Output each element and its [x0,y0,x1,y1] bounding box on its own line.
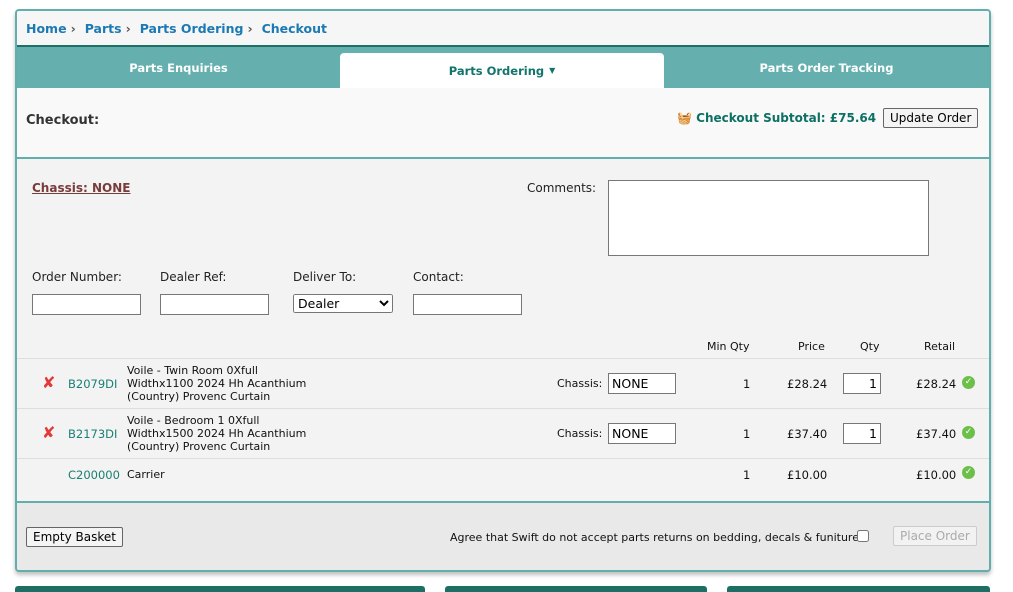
dealer-ref-input[interactable] [160,294,269,315]
retail: £37.40 [916,427,957,441]
deliver-to-label: Deliver To: [293,270,357,284]
caret-down-icon: ▼ [549,66,556,75]
min-qty: 1 [743,427,751,441]
comments-label: Comments: [527,181,597,195]
bottom-panel-edge [727,586,990,592]
bottom-panel-edge [445,586,707,592]
order-number-input[interactable] [32,294,141,315]
checkout-footer: Empty Basket Agree that Swift do not acc… [17,501,989,570]
header-retail: Retail [924,340,956,353]
breadcrumb-parts[interactable]: Parts [84,20,122,36]
chassis-label: Chassis: [557,377,603,390]
header-min-qty: Min Qty [707,340,750,353]
part-description: Carrier [127,468,165,481]
contact-input[interactable] [413,294,522,315]
chassis-label: Chassis: [557,427,603,440]
empty-basket-button[interactable]: Empty Basket [26,527,123,547]
deliver-to-select[interactable]: Dealer [293,294,393,313]
chassis-link[interactable]: Chassis: NONE [32,181,131,195]
table-row: C200000 Carrier 1 £10.00 £10.00 ✓ [17,458,989,501]
breadcrumb-parts-ordering[interactable]: Parts Ordering [139,20,244,36]
tab-parts-enquiries[interactable]: Parts Enquiries [17,47,340,88]
remove-icon[interactable]: ✘ [42,423,56,442]
price: £28.24 [787,377,828,391]
chevron-right-icon: › [70,20,76,36]
header-price: Price [798,340,825,353]
desc-line: Voile - Twin Room 0Xfull [127,364,258,377]
breadcrumb: Home › Parts › Parts Ordering › Checkout [17,11,989,47]
agree-text: Agree that Swift do not accept parts ret… [450,531,863,544]
agree-checkbox[interactable] [857,530,869,542]
retail: £10.00 [916,468,957,482]
basket-icon: 🧺 [677,111,692,125]
check-icon: ✓ [962,376,975,389]
check-icon: ✓ [962,426,975,439]
place-order-button[interactable]: Place Order [893,526,977,546]
part-code[interactable]: B2079DI [68,377,118,391]
bottom-panel-edge [15,586,425,592]
desc-line: Widthx1100 2024 Hh Acanthium [127,377,307,390]
part-description: Voile - Twin Room 0Xfull Widthx1100 2024 … [127,364,306,403]
tab-bar: Parts Enquiries Parts Ordering ▼ Parts Or… [17,47,989,88]
part-code[interactable]: C200000 [68,468,120,482]
tab-parts-ordering[interactable]: Parts Ordering ▼ [340,53,664,88]
part-code[interactable]: B2173DI [68,427,118,441]
tab-label: Parts Enquiries [129,60,228,75]
tab-label: Parts Ordering [448,63,545,78]
breadcrumb-home[interactable]: Home [26,20,67,36]
chevron-right-icon: › [247,20,253,36]
order-number-label: Order Number: [32,270,122,284]
desc-line: (Country) Provenc Curtain [127,390,271,403]
update-order-button[interactable]: Update Order [883,108,979,128]
header-qty: Qty [860,340,880,353]
chassis-input[interactable] [608,373,676,394]
retail: £28.24 [916,377,957,391]
subtotal: 🧺 Checkout Subtotal: £75.64 [677,111,876,125]
table-row: ✘ B2173DI Voile - Bedroom 1 0Xfull Widthx… [17,408,989,458]
checkout-header: Checkout: 🧺 Checkout Subtotal: £75.64 Up… [17,88,989,159]
chevron-right-icon: › [125,20,131,36]
desc-line: (Country) Provenc Curtain [127,440,271,453]
desc-line: Voile - Bedroom 1 0Xfull [127,414,260,427]
min-qty: 1 [743,468,751,482]
contact-label: Contact: [413,270,464,284]
page-title: Checkout: [26,113,100,128]
remove-icon[interactable]: ✘ [42,373,56,392]
tab-parts-order-tracking[interactable]: Parts Order Tracking [664,47,989,88]
tab-label: Parts Order Tracking [759,60,894,75]
price: £37.40 [787,427,828,441]
dealer-ref-label: Dealer Ref: [160,270,227,284]
subtotal-text: Checkout Subtotal: £75.64 [696,111,877,125]
part-description: Voile - Bedroom 1 0Xfull Widthx1500 2024 … [127,414,306,453]
breadcrumb-checkout[interactable]: Checkout [261,20,327,36]
qty-input[interactable] [843,373,881,394]
table-row: ✘ B2079DI Voile - Twin Room 0Xfull Widthx… [17,358,989,408]
desc-line: Widthx1500 2024 Hh Acanthium [127,427,307,440]
comments-input[interactable] [608,180,929,256]
chassis-input[interactable] [608,423,676,444]
checkout-panel: Home › Parts › Parts Ordering › Checkout Pa… [15,9,991,572]
qty-input[interactable] [843,423,881,444]
price: £10.00 [787,468,828,482]
check-icon: ✓ [962,466,975,479]
min-qty: 1 [743,377,751,391]
